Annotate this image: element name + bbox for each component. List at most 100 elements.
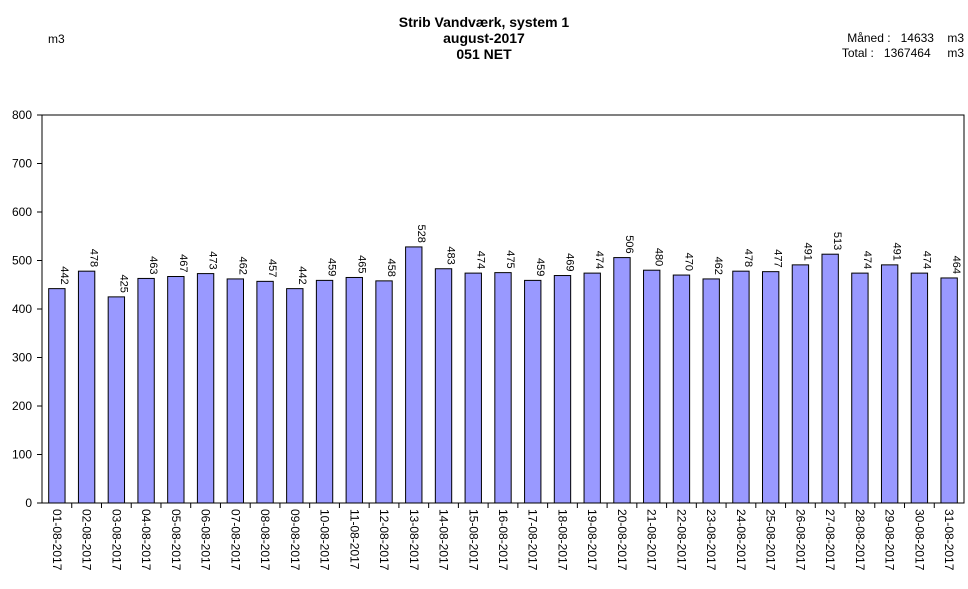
bar <box>583 272 601 504</box>
data-label: 478 <box>742 249 754 267</box>
data-label: 470 <box>682 253 694 271</box>
data-label: 442 <box>296 266 308 284</box>
data-label: 458 <box>385 259 397 277</box>
bar <box>732 270 750 504</box>
bar <box>553 275 572 504</box>
x-tick-label: 21-08-2017 <box>645 509 659 571</box>
data-label: 463 <box>147 256 159 274</box>
x-tick-label: 18-08-2017 <box>555 509 569 571</box>
bar <box>613 257 631 504</box>
x-tick-label: 07-08-2017 <box>228 509 242 571</box>
data-label: 457 <box>266 259 278 277</box>
x-tick-label: 12-08-2017 <box>377 509 391 571</box>
title-line-3: 051 NET <box>456 46 512 62</box>
bar <box>940 277 958 504</box>
x-tick-label: 01-08-2017 <box>50 509 64 571</box>
bar <box>405 246 423 504</box>
grand-total-row: Total : 1367464 m3 <box>842 46 964 61</box>
x-tick-label: 29-08-2017 <box>883 509 897 571</box>
y-tick-label: 100 <box>12 448 32 462</box>
y-tick-label: 400 <box>12 302 32 316</box>
month-total-unit: m3 <box>947 31 964 45</box>
title-line-1: Strib Vandværk, system 1 <box>398 14 570 30</box>
x-tick-label: 15-08-2017 <box>466 509 480 571</box>
x-tick-label: 11-08-2017 <box>347 509 361 570</box>
bar <box>494 272 512 504</box>
data-label: 477 <box>772 249 784 267</box>
x-tick-label: 13-08-2017 <box>407 509 421 571</box>
bar <box>286 288 304 504</box>
data-label: 425 <box>117 275 129 293</box>
data-label: 459 <box>326 258 338 276</box>
bar <box>672 274 691 504</box>
data-label: 480 <box>653 248 665 266</box>
x-tick-label: 20-08-2017 <box>615 509 629 571</box>
month-total-value: 14633 <box>900 31 934 45</box>
bar <box>137 277 155 504</box>
bar <box>48 288 66 504</box>
data-label: 513 <box>831 232 843 250</box>
data-label: 464 <box>950 256 962 274</box>
x-tick-label: 08-08-2017 <box>258 509 272 571</box>
grand-total-value: 1367464 <box>883 46 931 60</box>
x-tick-label: 26-08-2017 <box>793 509 807 571</box>
chart-title: Strib Vandværk, system 1 august-2017 051… <box>0 14 968 62</box>
x-tick-label: 03-08-2017 <box>109 509 123 571</box>
y-tick-label: 0 <box>25 496 32 510</box>
x-tick-label: 27-08-2017 <box>823 509 837 571</box>
data-label: 474 <box>474 251 486 269</box>
y-tick-label: 700 <box>12 157 32 171</box>
month-total-label: Måned : <box>847 31 891 45</box>
bar <box>851 272 869 504</box>
x-tick-label: 09-08-2017 <box>288 509 302 571</box>
data-label: 474 <box>920 251 932 269</box>
bar <box>107 296 126 504</box>
bar <box>375 280 393 504</box>
bar <box>434 268 453 504</box>
x-tick-label: 19-08-2017 <box>585 509 599 571</box>
x-tick-label: 17-08-2017 <box>526 509 540 571</box>
y-tick-label: 300 <box>12 351 32 365</box>
bar <box>702 278 720 504</box>
data-label: 506 <box>623 235 635 253</box>
x-tick-label: 14-08-2017 <box>437 509 451 571</box>
bar <box>167 276 185 504</box>
x-tick-label: 25-08-2017 <box>764 509 778 571</box>
data-label: 473 <box>207 251 219 269</box>
bar <box>256 280 274 504</box>
data-label: 462 <box>712 257 724 275</box>
y-axis-unit: m3 <box>48 32 65 46</box>
x-tick-label: 24-08-2017 <box>734 509 748 571</box>
bar <box>910 272 929 504</box>
data-label: 467 <box>177 254 189 272</box>
data-label: 442 <box>58 266 70 284</box>
bar <box>464 272 482 504</box>
y-tick-label: 600 <box>12 205 32 219</box>
data-label: 491 <box>891 243 903 261</box>
bar <box>643 269 661 504</box>
bar <box>345 276 363 504</box>
data-label: 465 <box>355 255 367 273</box>
data-label: 478 <box>88 249 100 267</box>
data-label: 483 <box>445 246 457 264</box>
y-tick-label: 200 <box>12 399 32 413</box>
data-label: 491 <box>801 243 813 261</box>
grand-total-label: Total : <box>841 46 874 60</box>
x-tick-label: 28-08-2017 <box>853 509 867 571</box>
x-tick-label: 06-08-2017 <box>199 509 213 571</box>
bar <box>315 279 334 504</box>
data-label: 469 <box>563 253 575 271</box>
data-label: 528 <box>415 225 427 243</box>
bar <box>77 270 96 504</box>
data-label: 474 <box>593 251 605 269</box>
x-tick-label: 02-08-2017 <box>80 509 94 571</box>
data-label: 459 <box>534 258 546 276</box>
month-total-row: Måned : 14633 m3 <box>842 31 964 46</box>
x-tick-label: 16-08-2017 <box>496 509 510 571</box>
x-tick-label: 31-08-2017 <box>942 509 956 571</box>
bar <box>880 264 899 504</box>
totals-box: Måned : 14633 m3 Total : 1367464 m3 <box>842 31 964 61</box>
bar <box>821 253 839 504</box>
data-label: 474 <box>861 251 873 269</box>
